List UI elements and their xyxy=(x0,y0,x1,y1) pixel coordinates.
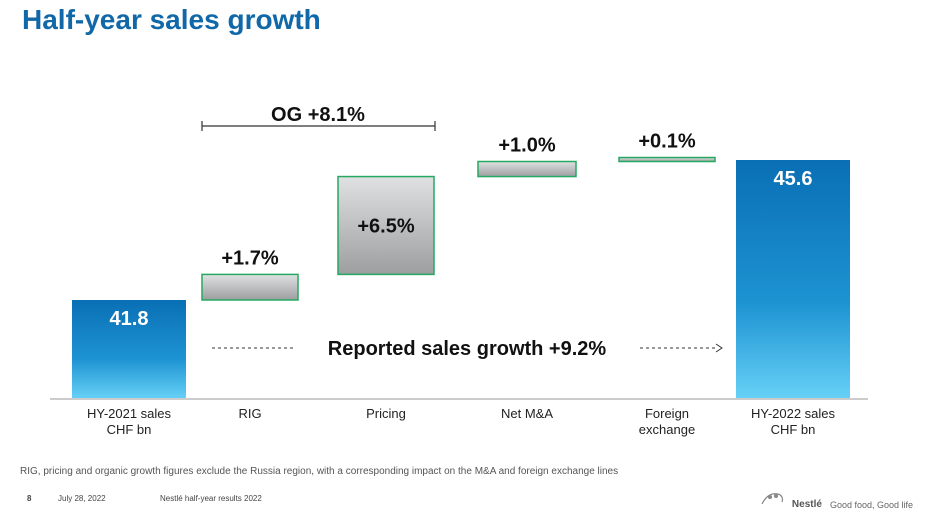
data-label-foreign-exchange: +0.1% xyxy=(638,131,695,153)
brand: Nestlé Good food, Good life xyxy=(758,488,913,510)
data-label-pricing: +6.5% xyxy=(357,215,414,237)
reported-growth-arrowhead xyxy=(715,343,723,353)
bar-net-ma xyxy=(477,160,577,178)
og-label: OG +8.1% xyxy=(271,104,365,126)
category-label-hy2021: HY-2021 sales xyxy=(87,406,172,421)
category-label-pricing: Pricing xyxy=(366,406,406,421)
data-label-hy2022: 45.6 xyxy=(774,168,813,190)
bar-foreign-exchange xyxy=(618,156,716,163)
category-label-hy2022: HY-2022 sales xyxy=(751,406,836,421)
category-label-hy2022: CHF bn xyxy=(771,422,816,437)
category-label-rig: RIG xyxy=(238,406,261,421)
reported-growth-label: Reported sales growth +9.2% xyxy=(328,338,607,360)
category-label-net-ma: Net M&A xyxy=(501,406,553,421)
footer-date: July 28, 2022 xyxy=(58,494,106,503)
category-label-foreign-exchange: exchange xyxy=(639,422,695,437)
page-title: Half-year sales growth xyxy=(22,4,321,35)
bar-rig xyxy=(201,273,299,301)
data-label-net-ma: +1.0% xyxy=(498,135,555,157)
footer-document-title: Nestlé half-year results 2022 xyxy=(160,494,262,503)
nestle-nest-logo-icon xyxy=(758,488,788,510)
bar-pricing xyxy=(337,175,435,276)
footnote: RIG, pricing and organic growth figures … xyxy=(20,466,619,477)
page-number: 8 xyxy=(27,494,32,503)
brand-logo-text: Nestlé xyxy=(791,499,822,510)
category-label-hy2021: CHF bn xyxy=(107,422,152,437)
category-label-foreign-exchange: Foreign xyxy=(645,406,689,421)
bar-hy2021 xyxy=(72,300,186,398)
bar-hy2022 xyxy=(736,160,850,398)
brand-tagline: Good food, Good life xyxy=(829,500,913,510)
data-label-hy2021: 41.8 xyxy=(110,308,149,330)
data-label-rig: +1.7% xyxy=(221,247,278,269)
